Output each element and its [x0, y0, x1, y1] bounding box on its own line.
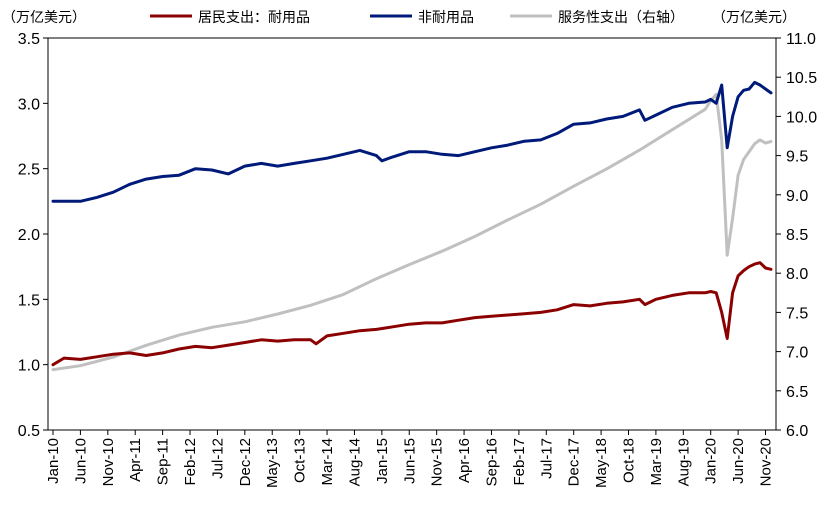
left-tick-label: 1.0	[18, 358, 40, 375]
right-tick-label: 9.0	[786, 188, 808, 205]
x-tick-label: Mar-19	[648, 438, 665, 486]
right-tick-label: 8.5	[786, 227, 808, 244]
right-axis-unit: （万亿美元）	[712, 10, 796, 26]
x-tick-label: Feb-12	[182, 438, 199, 486]
x-tick-label: May-18	[593, 438, 610, 488]
right-axis: 6.0 6.5 7.0 7.5 8.0 8.5 9.0 9.5 10.0 10.5 11.0	[776, 31, 817, 440]
x-tick-label: Nov-10	[100, 438, 117, 486]
x-tick-label: Nov-15	[429, 438, 446, 486]
x-axis: Jan-10 Jun-10 Nov-10 Apr-11 Sep-11 Feb-12 Jul-…	[45, 430, 775, 488]
legend-label-services: 服务性支出（右轴）	[558, 10, 684, 26]
x-tick-label: Jul-17	[538, 438, 555, 479]
legend-label-nondurable: 非耐用品	[418, 10, 474, 26]
left-tick-label: 1.5	[18, 292, 40, 309]
legend-label-durable: 居民支出：耐用品	[198, 10, 310, 26]
series-line-2	[51, 92, 773, 372]
left-tick-label: 3.0	[18, 96, 40, 113]
x-tick-label: Oct-13	[292, 438, 309, 483]
left-tick-label: 3.5	[18, 31, 40, 48]
left-axis: 0.5 1.0 1.5 2.0 2.5 3.0 3.5	[18, 31, 48, 440]
x-tick-label: Jan-20	[703, 438, 720, 484]
x-tick-label: Mar-14	[319, 438, 336, 486]
x-tick-label: Jan-10	[45, 438, 62, 484]
x-tick-label: Aug-19	[675, 438, 692, 486]
legend: 居民支出：耐用品 非耐用品 服务性支出（右轴）	[150, 10, 684, 26]
x-tick-label: Jun-10	[72, 438, 89, 484]
x-tick-label: May-13	[264, 438, 281, 488]
right-tick-label: 6.0	[786, 423, 808, 440]
x-tick-label: Dec-17	[566, 438, 583, 486]
series-lines	[51, 80, 773, 372]
x-tick-label: Jun-15	[401, 438, 418, 484]
x-tick-label: Apr-16	[456, 438, 473, 483]
right-tick-label: 7.5	[786, 305, 808, 322]
right-tick-label: 8.0	[786, 266, 808, 283]
x-tick-label: Dec-12	[237, 438, 254, 486]
plot-area	[47, 37, 777, 431]
x-tick-label: Jul-12	[209, 438, 226, 479]
x-tick-label: Jun-20	[730, 438, 747, 484]
x-tick-label: Nov-20	[758, 438, 775, 486]
right-tick-label: 10.0	[786, 109, 817, 126]
x-tick-label: Sep-11	[155, 438, 172, 485]
x-tick-label: Jan-15	[374, 438, 391, 484]
series-line-1	[51, 80, 773, 203]
left-tick-label: 2.5	[18, 162, 40, 179]
x-tick-label: Apr-11	[127, 438, 144, 482]
series-line-0	[51, 261, 773, 367]
x-tick-label: Sep-16	[483, 438, 500, 486]
right-tick-label: 6.5	[786, 384, 808, 401]
right-tick-label: 9.5	[786, 149, 808, 166]
left-axis-unit: （万亿美元）	[2, 10, 86, 26]
right-tick-label: 11.0	[786, 31, 816, 48]
left-tick-label: 0.5	[18, 423, 40, 440]
x-tick-label: Feb-17	[511, 438, 528, 486]
right-tick-label: 7.0	[786, 345, 808, 362]
right-tick-label: 10.5	[786, 70, 817, 87]
x-tick-label: Oct-18	[620, 438, 637, 483]
left-tick-label: 2.0	[18, 227, 40, 244]
x-tick-label: Aug-14	[346, 438, 363, 486]
